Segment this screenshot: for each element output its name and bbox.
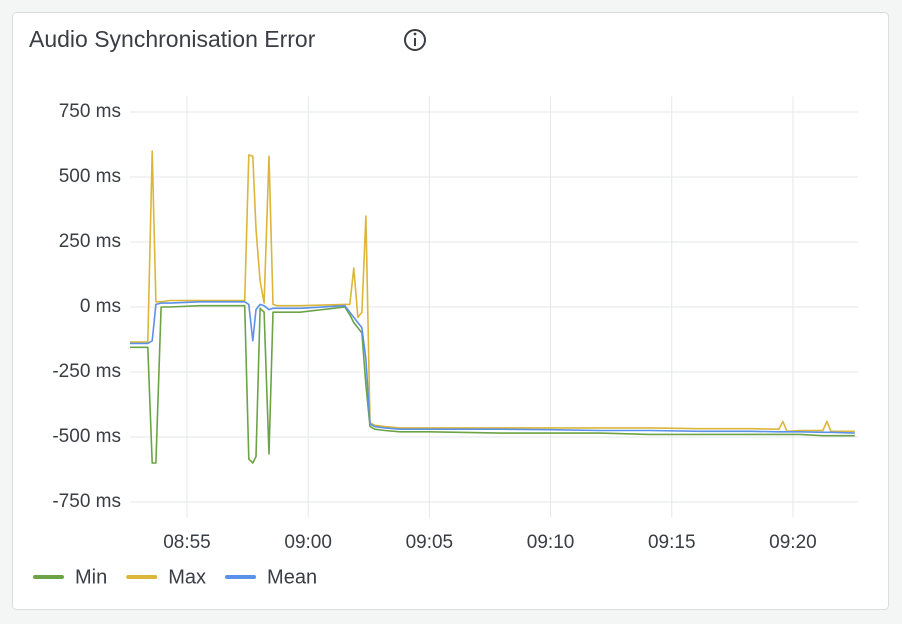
y-tick-label: 250 ms [59, 231, 121, 252]
info-icon[interactable] [404, 29, 426, 51]
series-line [130, 301, 855, 434]
x-tick-label: 09:15 [648, 532, 696, 553]
legend-label[interactable]: Max [168, 566, 206, 588]
y-tick-label: 0 ms [80, 296, 121, 317]
series-line [130, 304, 855, 464]
y-tick-label: 500 ms [59, 166, 121, 187]
legend-label[interactable]: Mean [267, 566, 317, 588]
series-line [130, 150, 855, 433]
x-tick-label: 09:05 [406, 532, 454, 553]
y-tick-label: -500 ms [52, 426, 121, 447]
legend-label[interactable]: Min [75, 566, 107, 588]
x-tick-label: 08:55 [163, 532, 211, 553]
x-tick-label: 09:20 [769, 532, 817, 553]
y-tick-label: -250 ms [52, 361, 121, 382]
x-tick-label: 09:10 [527, 532, 575, 553]
y-tick-label: -750 ms [52, 491, 121, 512]
panel-frame [12, 12, 889, 610]
x-tick-label: 09:00 [284, 532, 332, 553]
panel-title: Audio Synchronisation Error [29, 26, 316, 52]
y-tick-label: 750 ms [59, 101, 121, 122]
